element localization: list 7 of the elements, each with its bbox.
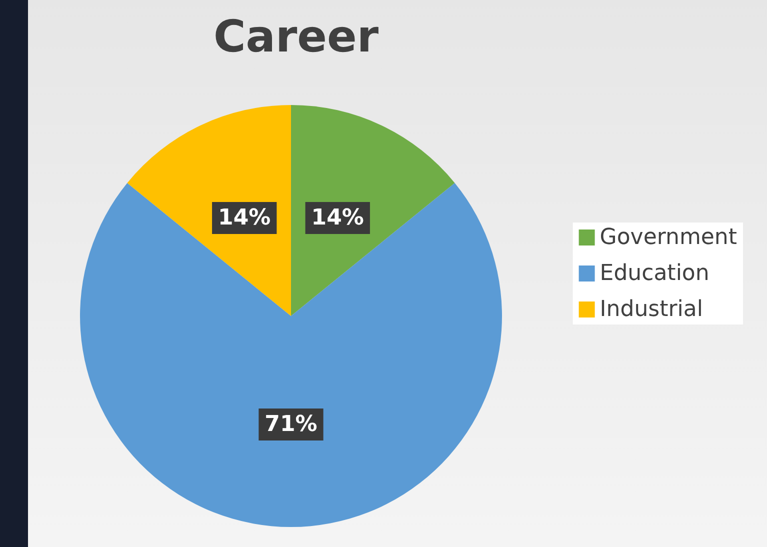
data-label: 14% xyxy=(311,206,364,231)
data-label: 71% xyxy=(264,412,318,437)
legend-label: Government xyxy=(600,225,738,250)
data-label: 14% xyxy=(218,206,271,231)
chart-title: Career xyxy=(213,12,379,62)
legend-label: Education xyxy=(600,261,710,286)
legend-label: Industrial xyxy=(600,297,703,322)
